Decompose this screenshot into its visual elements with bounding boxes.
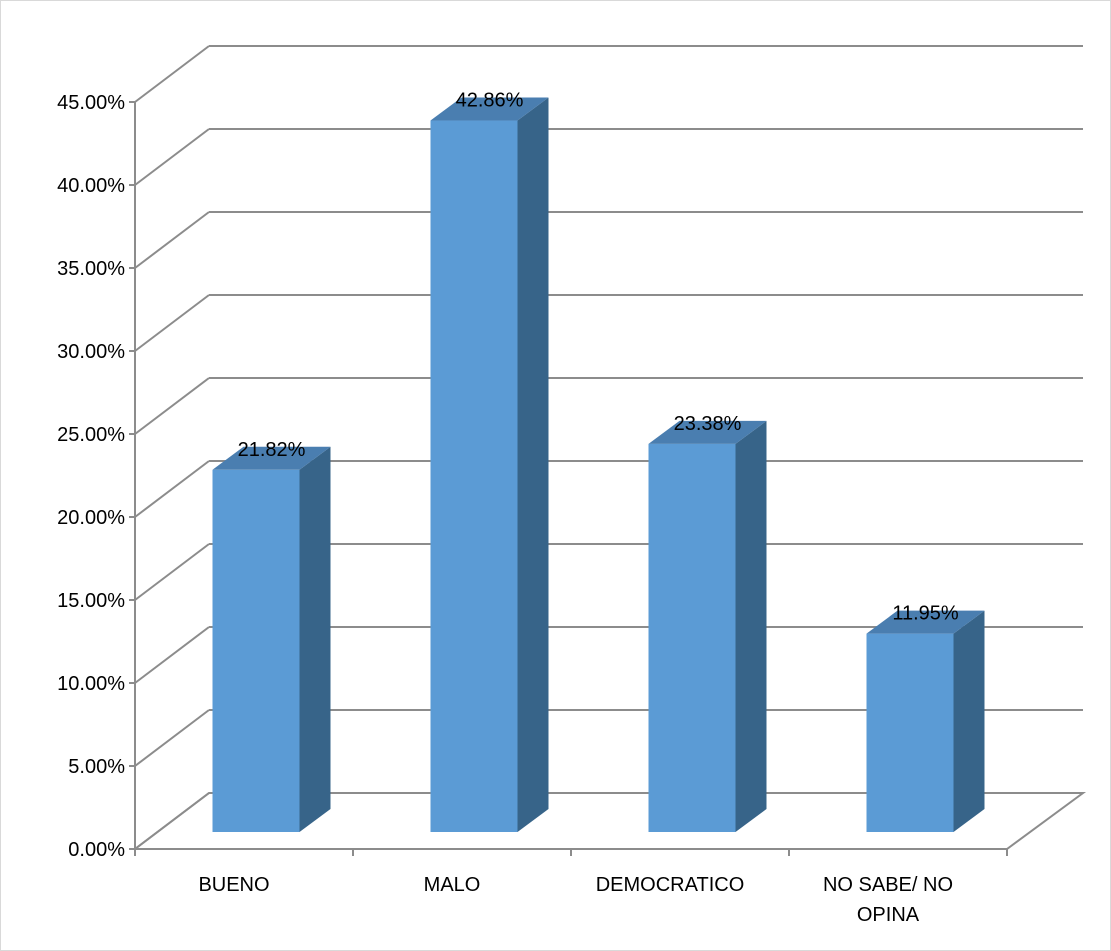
bar-side — [299, 446, 331, 832]
side-gridline — [134, 128, 210, 186]
data-label: 23.38% — [674, 413, 742, 435]
side-gridline — [134, 45, 210, 103]
y-tick-label: 0.00% — [68, 839, 125, 861]
y-tick-label: 5.00% — [68, 756, 125, 778]
side-gridline — [134, 211, 210, 269]
chart-floor — [132, 792, 1087, 850]
x-category-label: BUENO — [198, 874, 269, 896]
x-category-label: NO SABE/ NO — [823, 874, 953, 896]
bar-top — [866, 610, 985, 634]
axes — [129, 101, 1087, 856]
side-gridline — [134, 626, 210, 684]
y-tick-label: 30.00% — [57, 341, 125, 363]
side-gridline — [134, 294, 210, 352]
bar-front — [212, 469, 300, 832]
bar — [212, 446, 331, 832]
bar-top — [648, 420, 767, 444]
bar — [866, 610, 985, 832]
y-tick-labels: 0.00% 5.00% 10.00% 15.00% 20.00% 25.00% 30.00%… — [57, 92, 125, 861]
x-category-label: DEMOCRATICO — [596, 874, 745, 896]
bars — [212, 97, 985, 833]
y-tick-label: 20.00% — [57, 507, 125, 529]
bar — [430, 97, 549, 833]
bar-front — [648, 443, 736, 832]
bar-side — [953, 610, 985, 832]
y-tick-label: 10.00% — [57, 673, 125, 695]
x-category-label: OPINA — [857, 904, 920, 926]
data-label: 42.86% — [456, 90, 524, 112]
bar-front — [430, 120, 518, 833]
bar-side — [735, 420, 767, 832]
side-gridline — [134, 377, 210, 435]
bar-side — [517, 97, 549, 833]
y-tick-label: 35.00% — [57, 258, 125, 280]
y-tick-label: 40.00% — [57, 175, 125, 197]
y-tick-label: 25.00% — [57, 424, 125, 446]
data-label: 11.95% — [892, 603, 959, 625]
y-tick-label: 15.00% — [57, 590, 125, 612]
side-gridline — [134, 543, 210, 601]
bar-top — [430, 97, 549, 121]
y-tick-label: 45.00% — [57, 92, 125, 114]
x-category-label: MALO — [424, 874, 481, 896]
bar-front — [866, 633, 954, 832]
side-gridline — [134, 460, 210, 518]
side-gridline — [134, 709, 210, 767]
data-label: 21.82% — [238, 439, 306, 461]
data-labels: 21.82% 42.86% 23.38% 11.95% — [238, 90, 959, 625]
category-labels: BUENO MALO DEMOCRATICO NO SABE/ NO OPINA — [198, 874, 953, 926]
bar — [648, 420, 767, 832]
bar-top — [212, 446, 331, 470]
